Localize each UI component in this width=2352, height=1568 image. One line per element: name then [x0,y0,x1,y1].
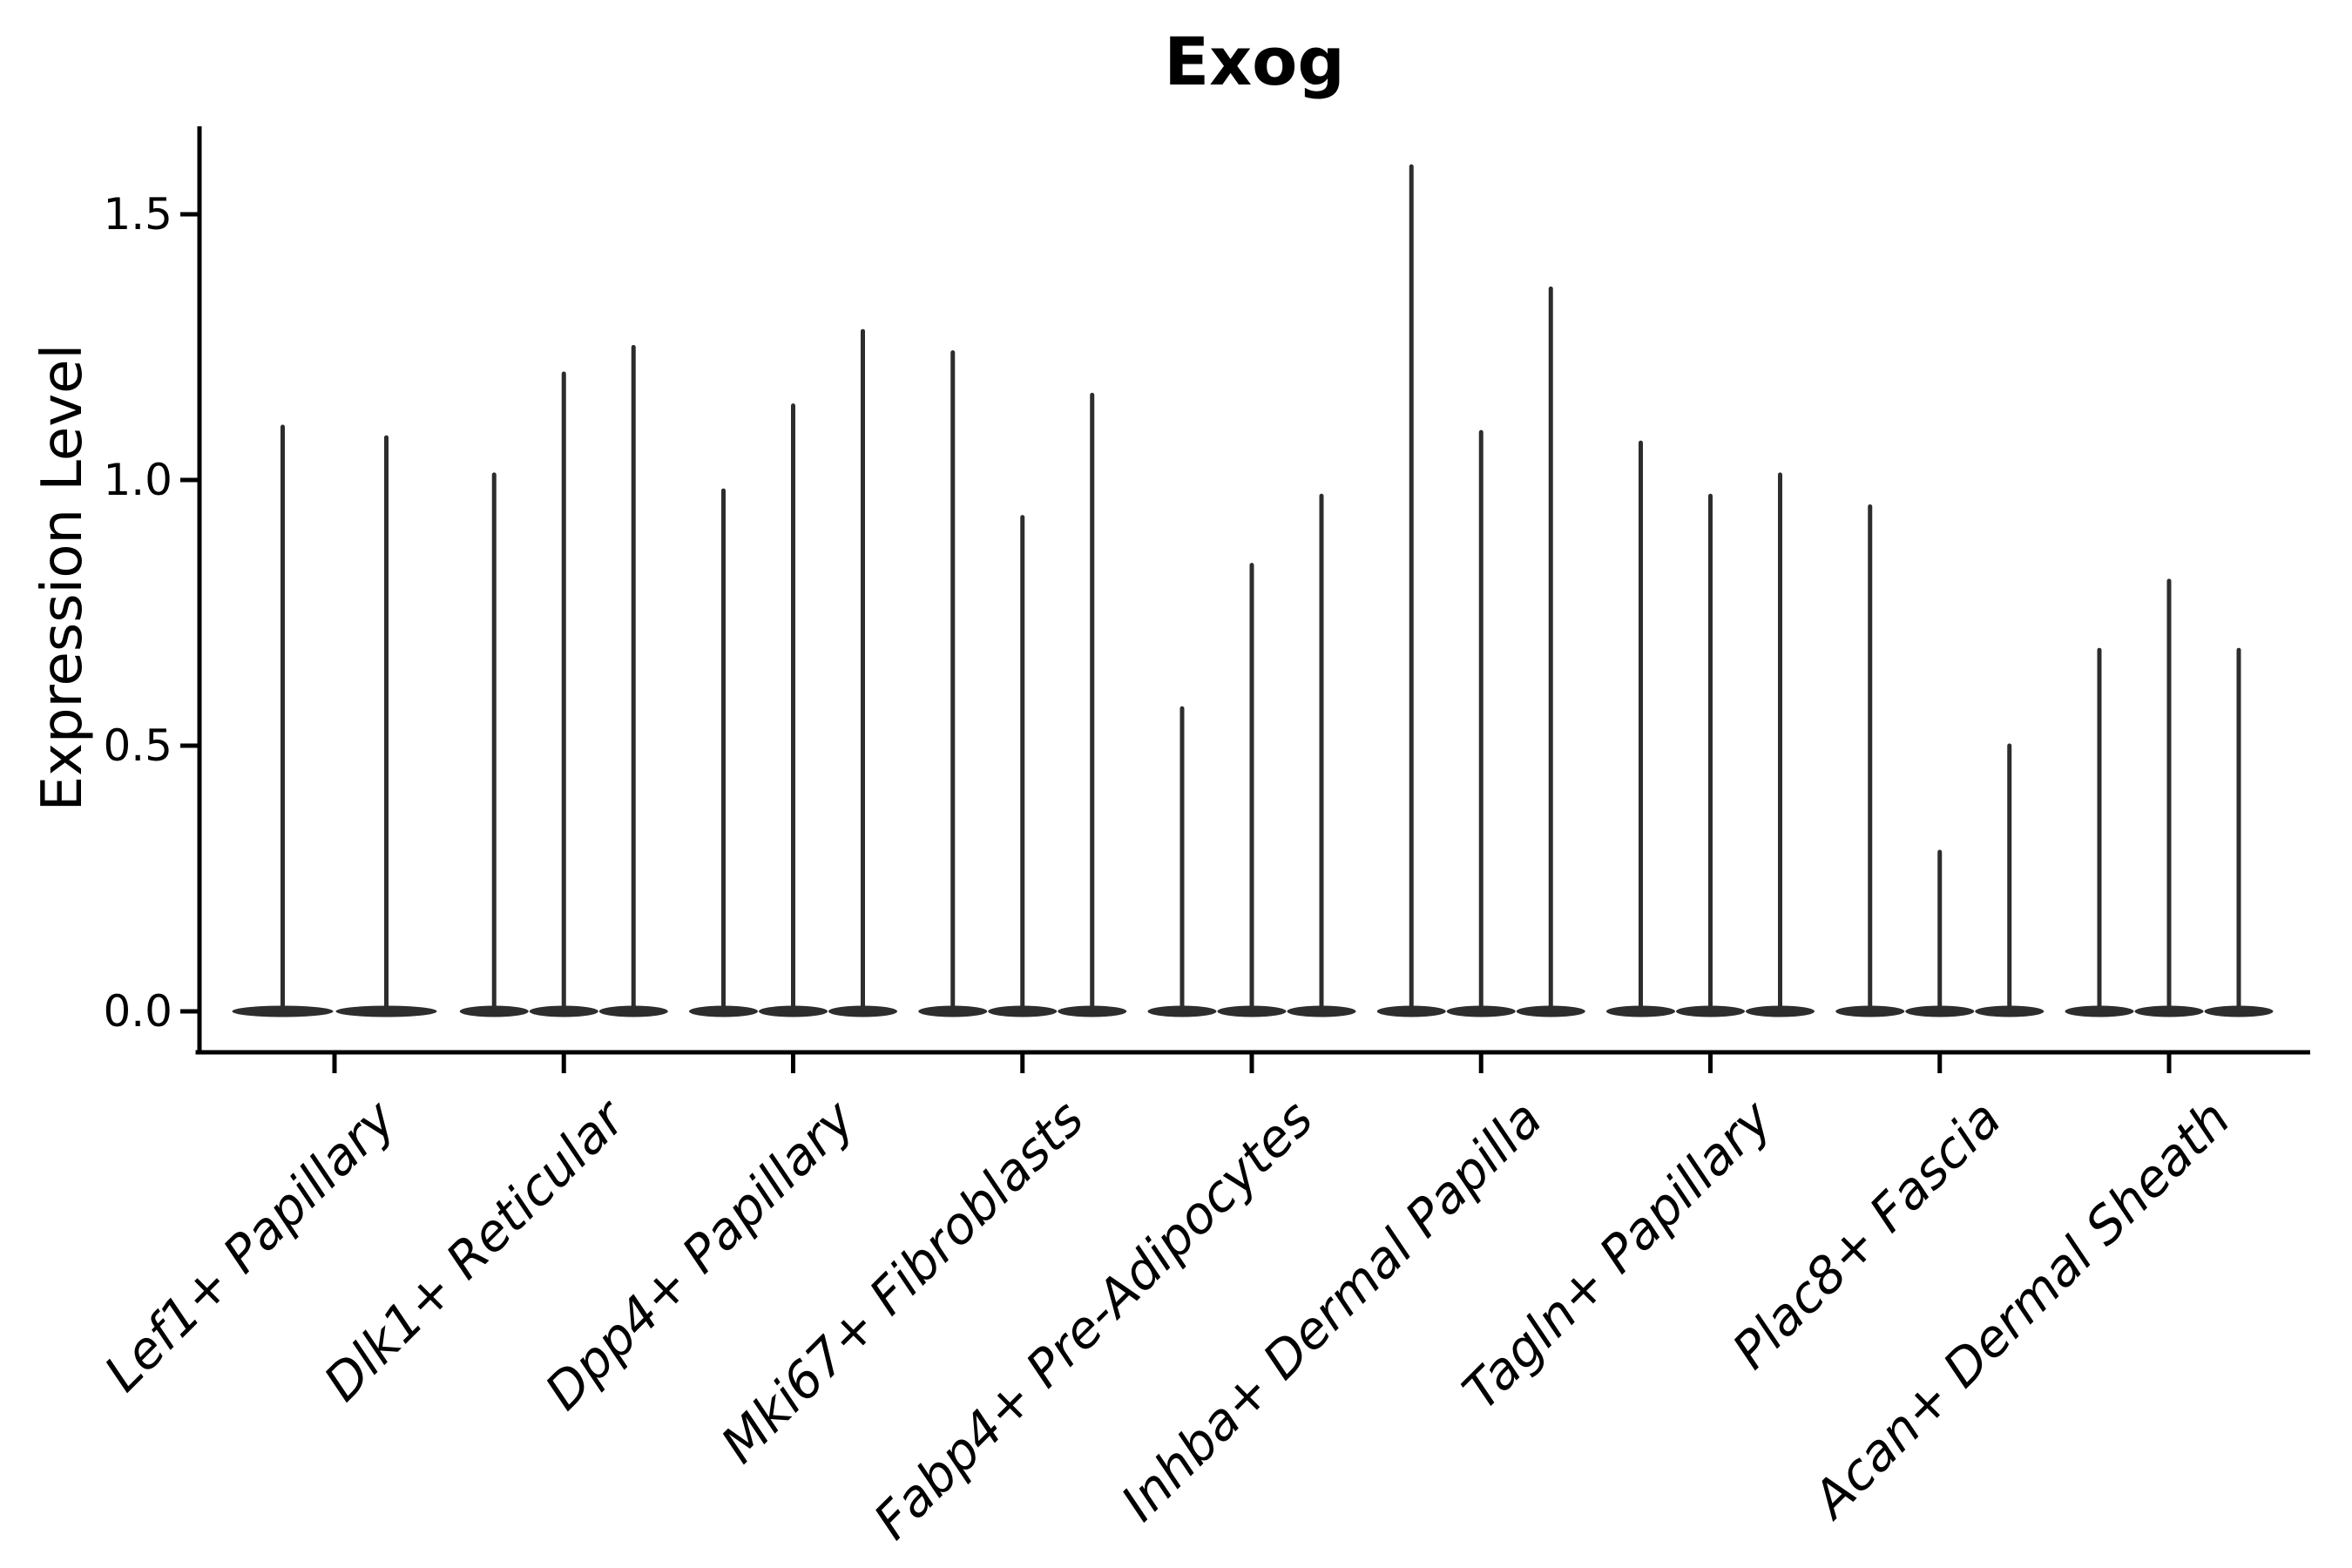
y-tick-label: 0.0 [103,986,172,1037]
y-tick-label: 0.5 [103,720,172,771]
y-tick-label: 1.5 [103,189,172,240]
y-tick-label: 1.0 [103,455,172,505]
chart-title: Exog [1164,23,1345,100]
